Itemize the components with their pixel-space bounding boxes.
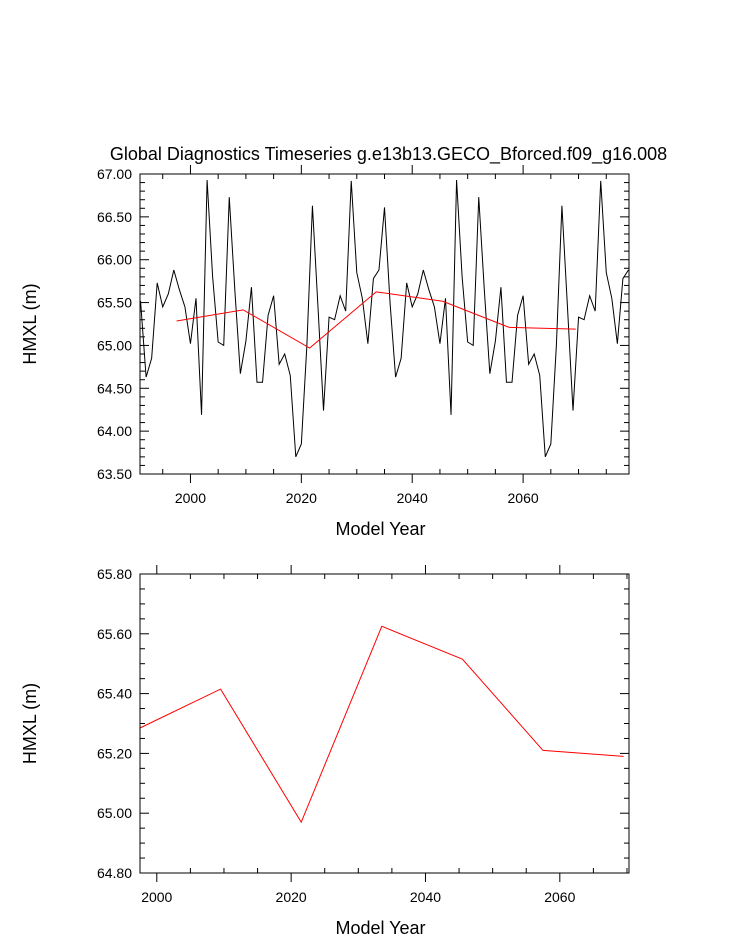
- y-tick-label: 66.00: [97, 252, 132, 268]
- y-tick-label: 66.50: [97, 209, 132, 225]
- chart-panel-1: Global Diagnostics Timeseries g.e13b13.G…: [20, 144, 667, 539]
- plot-frame: [139, 573, 630, 874]
- x-tick-label: 2000: [141, 889, 172, 905]
- x-tick-label: 2040: [397, 490, 428, 506]
- y-tick-label: 64.80: [97, 865, 132, 881]
- series-line-1: [140, 179, 629, 458]
- y-tick-label: 64.00: [97, 423, 132, 439]
- y-tick-label: 63.50: [97, 466, 132, 482]
- x-axis-label: Model Year: [335, 918, 425, 938]
- chart-title: Global Diagnostics Timeseries g.e13b13.G…: [110, 144, 667, 165]
- x-tick-label: 2020: [276, 889, 307, 905]
- y-tick-label: 65.40: [97, 686, 132, 702]
- plot-frame: [139, 173, 630, 475]
- x-tick-label: 2040: [410, 889, 441, 905]
- x-tick-label: 2060: [508, 490, 539, 506]
- y-tick-label: 65.20: [97, 745, 132, 761]
- y-tick-label: 65.60: [97, 626, 132, 642]
- y-axis-label: HMXL (m): [20, 283, 40, 364]
- y-tick-label: 65.00: [97, 805, 132, 821]
- x-tick-label: 2060: [544, 889, 575, 905]
- series-line-1: [140, 625, 624, 824]
- x-axis-label: Model Year: [335, 519, 425, 539]
- series-line-2: [176, 291, 576, 349]
- y-axis-label: HMXL (m): [20, 683, 40, 764]
- x-tick-label: 2000: [175, 490, 206, 506]
- chart-panel-2: 64.80 65.00 65.20 65.40 65.60 65.80 2000 2020 20…: [20, 565, 630, 938]
- y-tick-label: 65.80: [97, 566, 132, 582]
- y-tick-label: 65.00: [97, 337, 132, 353]
- x-tick-label: 2020: [286, 490, 317, 506]
- y-tick-label: 64.50: [97, 380, 132, 396]
- y-tick-label: 67.00: [97, 166, 132, 182]
- y-tick-label: 65.50: [97, 295, 132, 311]
